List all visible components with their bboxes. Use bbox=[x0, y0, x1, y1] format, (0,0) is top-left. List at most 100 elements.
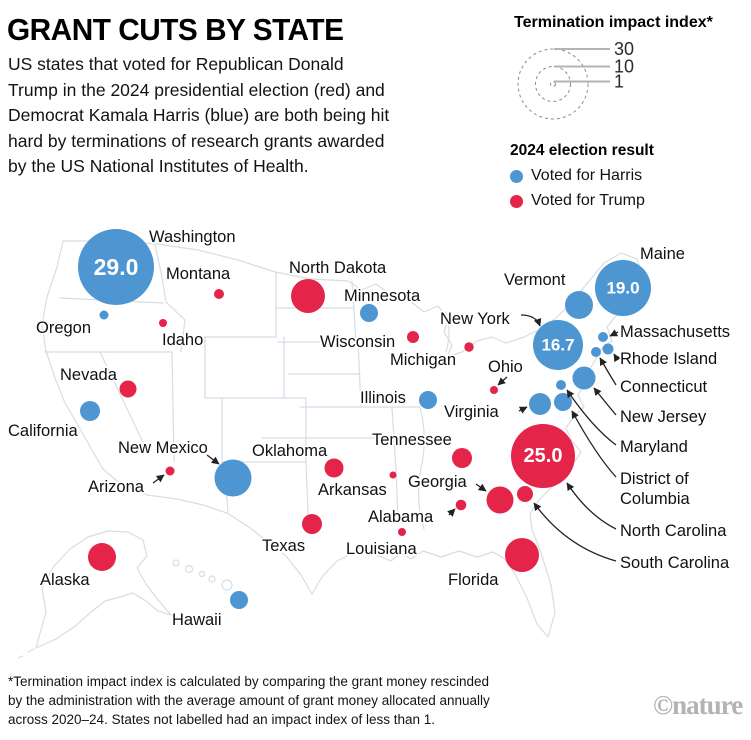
bubble-montana bbox=[214, 289, 224, 299]
state-label-south-carolina: South Carolina bbox=[620, 554, 730, 572]
state-label-arkansas: Arkansas bbox=[318, 481, 387, 499]
state-label-oregon: Oregon bbox=[36, 319, 91, 337]
subtitle-line-2: Trump in the 2024 presidential election … bbox=[8, 79, 385, 100]
bubble-value-maine: 19.0 bbox=[606, 279, 639, 298]
bubble-idaho bbox=[159, 319, 167, 327]
state-label-hawaii: Hawaii bbox=[172, 611, 222, 629]
leader-arrow-district-of-columbia bbox=[571, 410, 617, 478]
election-legend: 2024 election result Voted for Harris Vot… bbox=[510, 142, 654, 217]
bubble-values-layer: 29.0 25.0 16.7 19.0 bbox=[94, 254, 640, 467]
bubble-florida bbox=[505, 538, 539, 572]
state-label-california: California bbox=[8, 422, 79, 440]
bubble-tennessee bbox=[452, 448, 472, 468]
size-legend-value-30: 30 bbox=[614, 39, 634, 59]
us-map-outline bbox=[41, 240, 644, 638]
leader-arrow-ohio bbox=[497, 376, 508, 386]
state-label-michigan: Michigan bbox=[390, 351, 456, 369]
bubble-alaska bbox=[88, 543, 116, 571]
size-legend-value-10: 10 bbox=[614, 57, 634, 77]
state-label-illinois: Illinois bbox=[360, 389, 406, 407]
footnote: *Termination impact index is calculated … bbox=[8, 672, 490, 729]
state-label-washington: Washington bbox=[149, 228, 236, 246]
bubble-connecticut bbox=[591, 347, 601, 357]
state-label-connecticut: Connecticut bbox=[620, 378, 708, 396]
size-legend-circle-30 bbox=[517, 48, 589, 120]
state-label-alaska: Alaska bbox=[40, 571, 90, 589]
leader-arrow-arizona bbox=[152, 474, 165, 484]
alaska-outline bbox=[17, 530, 172, 659]
bubble-texas bbox=[302, 514, 322, 534]
state-label-idaho: Idaho bbox=[162, 331, 203, 349]
map-base bbox=[17, 240, 644, 659]
bubble-value-washington: 29.0 bbox=[94, 254, 139, 280]
leader-arrow-connecticut bbox=[599, 357, 617, 386]
bubble-value-new-york: 16.7 bbox=[541, 336, 574, 355]
state-label-nevada: Nevada bbox=[60, 366, 118, 384]
bubble-value-north-carolina: 25.0 bbox=[524, 445, 563, 467]
leader-arrow-maryland bbox=[566, 389, 617, 446]
bubble-north-dakota bbox=[291, 279, 325, 313]
bubble-louisiana bbox=[398, 528, 406, 536]
bubble-minnesota bbox=[360, 304, 378, 322]
state-label-rhode-island: Rhode Island bbox=[620, 350, 717, 368]
state-label-district-of-columbia: District of Columbia bbox=[620, 470, 691, 508]
state-label-wisconsin: Wisconsin bbox=[320, 333, 395, 351]
page-title: GRANT CUTS BY STATE bbox=[7, 12, 344, 47]
state-label-minnesota: Minnesota bbox=[344, 287, 421, 305]
subtitle-line-4: hard by terminations of research grants … bbox=[8, 130, 385, 151]
state-label-maine: Maine bbox=[640, 245, 685, 263]
leader-arrow-new-mexico bbox=[206, 454, 220, 465]
state-label-texas: Texas bbox=[262, 537, 305, 555]
election-legend-item-harris: Voted for Harris bbox=[510, 167, 654, 185]
election-legend-item-trump: Voted for Trump bbox=[510, 192, 654, 210]
state-label-vermont: Vermont bbox=[504, 271, 566, 289]
state-label-georgia: Georgia bbox=[408, 473, 468, 491]
bubble-massachusetts bbox=[598, 332, 608, 342]
leader-arrow-south-carolina bbox=[533, 502, 617, 562]
bubble-hawaii bbox=[230, 591, 248, 609]
size-legend-circle-10 bbox=[535, 66, 571, 102]
bubble-wisconsin bbox=[407, 331, 419, 343]
size-legend-circle-1 bbox=[550, 81, 556, 87]
bubble-michigan bbox=[464, 342, 474, 352]
leader-arrow-rhode-island bbox=[613, 353, 622, 363]
state-label-florida: Florida bbox=[448, 571, 499, 589]
state-label-massachusetts: Massachusetts bbox=[620, 323, 730, 341]
state-label-virginia: Virginia bbox=[444, 403, 500, 421]
bubble-ohio bbox=[490, 386, 498, 394]
leader-arrows-layer bbox=[152, 314, 622, 562]
leader-arrow-new-jersey bbox=[593, 387, 617, 416]
bubble-maryland bbox=[556, 380, 566, 390]
size-legend-title: Termination impact index* bbox=[514, 14, 713, 31]
state-label-ohio: Ohio bbox=[488, 358, 523, 376]
bubble-illinois bbox=[419, 391, 437, 409]
bubble-oklahoma bbox=[324, 458, 344, 478]
state-label-new-mexico: New Mexico bbox=[118, 439, 208, 457]
bubble-georgia bbox=[486, 486, 514, 514]
bubble-oregon bbox=[99, 310, 109, 320]
harris-dot-icon bbox=[510, 169, 523, 183]
bubble-new-york bbox=[533, 320, 583, 370]
subtitle-line-3: Democrat Kamala Harris (blue) are both b… bbox=[8, 105, 390, 125]
page-subtitle: US states that voted for Republican Dona… bbox=[8, 52, 389, 180]
bubble-arkansas bbox=[389, 471, 397, 479]
bubble-alabama bbox=[455, 499, 467, 511]
bubble-district-of-columbia bbox=[554, 393, 572, 411]
leader-arrow-virginia bbox=[518, 406, 528, 414]
leader-arrow-alabama bbox=[447, 508, 456, 517]
state-label-arizona: Arizona bbox=[88, 478, 145, 496]
bubble-vermont bbox=[565, 291, 593, 319]
state-label-north-carolina: North Carolina bbox=[620, 522, 727, 540]
footnote-line-3: across 2020–24. States not labelled had … bbox=[8, 712, 436, 727]
nature-credit: ©nature bbox=[653, 690, 743, 720]
leader-arrow-new-york bbox=[520, 314, 542, 327]
bubble-maine bbox=[595, 260, 651, 316]
state-label-new-york: New York bbox=[440, 310, 510, 328]
leader-arrow-massachusetts bbox=[609, 329, 619, 337]
bubble-california bbox=[80, 401, 100, 421]
hawaii-islands bbox=[172, 559, 233, 591]
footnote-line-2: by the administration with the average a… bbox=[8, 693, 490, 708]
state-label-montana: Montana bbox=[166, 265, 231, 283]
state-bubbles-layer bbox=[78, 229, 651, 609]
